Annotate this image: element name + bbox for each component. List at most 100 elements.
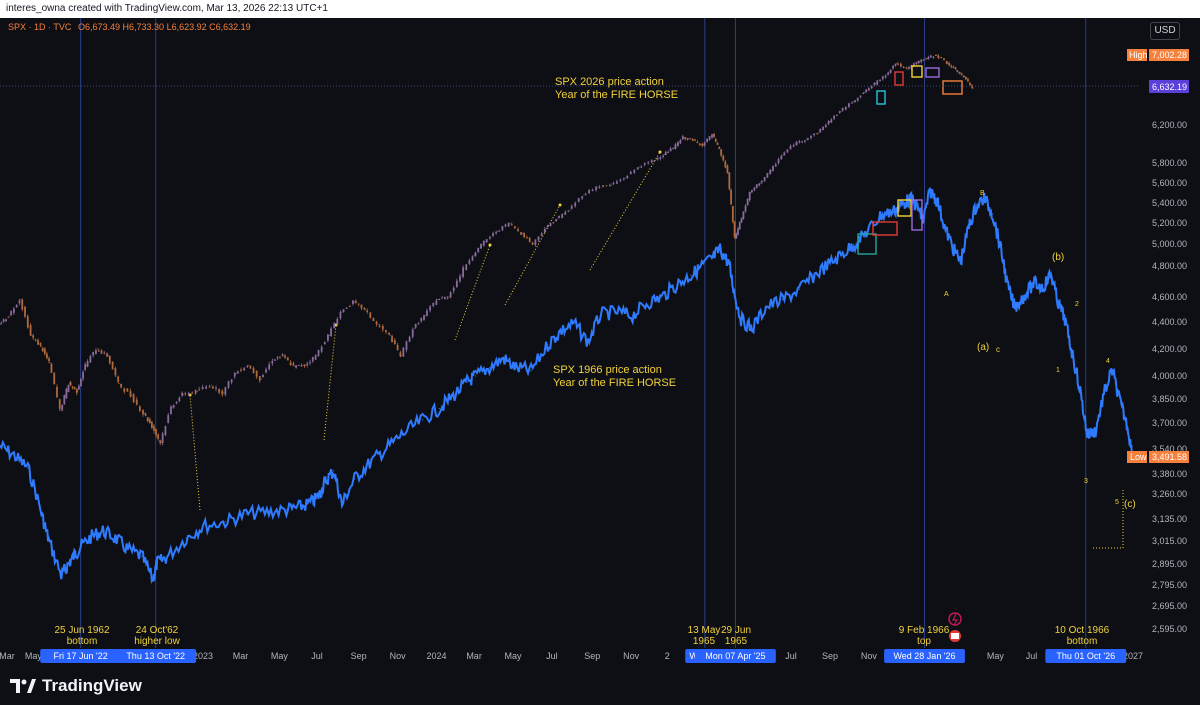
symbol-line[interactable]: SPX · 1D · TVC	[8, 22, 72, 32]
candle-body	[577, 198, 580, 202]
spx2026-point-54	[625, 177, 627, 179]
candle-body	[865, 89, 868, 93]
candle-body	[378, 326, 381, 328]
spx2026-point-63	[719, 149, 721, 151]
y-tick-4: 5,200.00	[1152, 218, 1187, 228]
y-tick-2: 5,600.00	[1152, 178, 1187, 188]
candle-body	[67, 384, 70, 393]
candle-body	[348, 305, 351, 307]
spx2026-point-42	[473, 254, 475, 256]
spx1966-point-2	[27, 467, 29, 469]
currency-button[interactable]: USD	[1150, 22, 1180, 40]
candle-body	[716, 143, 719, 145]
wave-a: (a)	[977, 342, 989, 353]
candle-body	[892, 65, 894, 69]
candle-body	[172, 405, 175, 408]
spx1966-point-37	[474, 375, 477, 377]
candle-body	[482, 241, 485, 246]
candle-body	[510, 224, 513, 226]
candle-body	[369, 312, 372, 318]
spx2026-point-72	[805, 138, 807, 140]
candle-body	[733, 221, 736, 238]
time-axis[interactable]: Mar May Jul Sep Nov 2023 Mar May Jul Sep Nov 2024 Ma…	[0, 649, 1143, 663]
candle-body	[37, 340, 39, 345]
candle-body	[701, 143, 704, 146]
candle-body	[399, 352, 402, 357]
candle-body	[120, 383, 123, 388]
spx1966-point-20	[245, 513, 247, 515]
brand-name: TradingView	[42, 676, 142, 695]
candle-body	[292, 363, 295, 366]
alert-bolt-icon[interactable]	[948, 612, 962, 626]
candle-body	[819, 129, 822, 133]
candle-body	[24, 306, 26, 317]
spx1966-point-22	[285, 509, 287, 511]
candle-body	[937, 55, 940, 58]
spx2026-point-55	[639, 166, 641, 168]
candle-body	[258, 376, 261, 381]
spx2026-point-3	[31, 335, 33, 336]
spx2026-point-47	[533, 243, 535, 245]
candle-body	[385, 330, 387, 332]
candle-body	[114, 368, 117, 376]
x-tick-0: Mar	[0, 651, 15, 661]
y-tick-18: 2,895.00	[1152, 559, 1187, 569]
candle-body	[468, 260, 471, 264]
tradingview-logo-icon	[10, 679, 36, 693]
spx2026-point-37	[413, 328, 415, 330]
candle-body	[167, 414, 170, 423]
candle-body	[82, 372, 84, 379]
spx2026-point-46	[522, 233, 524, 234]
spx2026-point-66	[741, 217, 743, 219]
candle-body	[769, 169, 772, 175]
candle-body	[616, 181, 618, 184]
spx2026-point-82	[917, 61, 919, 63]
candle-body	[405, 341, 408, 351]
tradingview-logo[interactable]: TradingView	[10, 676, 142, 696]
price-axis[interactable]: 6,200.00 5,800.00 5,600.00 5,400.00 5,200.00…	[1152, 120, 1187, 634]
candle-body	[822, 126, 824, 131]
candle-body	[684, 137, 687, 139]
candle-body	[588, 190, 591, 194]
candle-body	[15, 305, 18, 308]
candle-body	[414, 324, 417, 328]
candle-body	[423, 315, 425, 320]
candle-body	[29, 325, 32, 336]
x-tick-14: Jul	[546, 651, 558, 661]
spx2026-point-88	[972, 87, 974, 89]
candle-body	[669, 148, 672, 152]
date-label-higher-low: higher low	[134, 636, 180, 647]
highlight-box-3	[911, 199, 923, 231]
spx2026-point-2	[20, 299, 22, 300]
spx2026-point-59	[683, 136, 685, 138]
candle-body	[662, 155, 665, 157]
arrow-head-3	[558, 203, 562, 207]
candle-body	[170, 406, 172, 414]
candle-body	[691, 138, 694, 140]
candle-body	[375, 321, 378, 325]
candle-body	[73, 387, 76, 389]
wave-c-projection	[1092, 490, 1124, 549]
candle-body	[552, 222, 555, 224]
candle-body	[742, 211, 745, 219]
candle-body	[0, 322, 3, 324]
candle-body	[201, 387, 204, 390]
spx2026-point-81	[907, 68, 909, 70]
projection-arrow-0	[189, 394, 201, 511]
candle-body	[543, 228, 546, 233]
candle-body	[945, 61, 948, 64]
spx2026-point-69	[771, 170, 773, 172]
spx1966-point-38	[488, 367, 490, 369]
candle-body	[798, 141, 801, 143]
candle-body	[881, 76, 884, 80]
bolt-glyph-icon	[952, 613, 959, 626]
candle-body	[148, 419, 151, 423]
wave-c: (c)	[1124, 499, 1136, 510]
candle-body	[243, 368, 246, 371]
candle-body	[731, 205, 734, 222]
spx2026-point-0	[0, 324, 1, 326]
candle-body	[629, 171, 632, 175]
candle-body	[570, 205, 573, 209]
candle-body	[804, 140, 806, 142]
